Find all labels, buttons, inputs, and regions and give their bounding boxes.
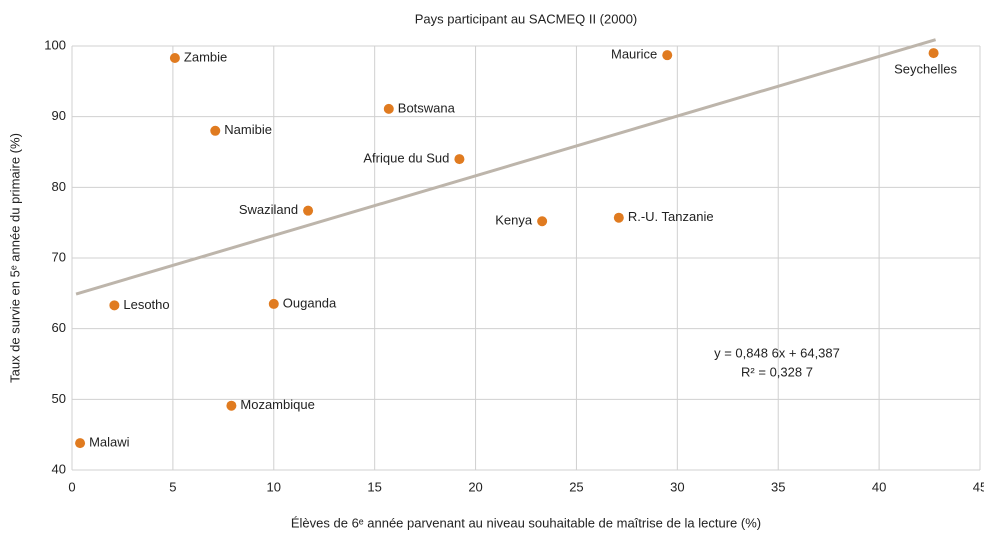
point-label: Mozambique	[240, 397, 314, 412]
point	[537, 216, 548, 227]
point	[454, 154, 465, 165]
point-label: Zambie	[184, 49, 227, 64]
x-tick-label: 5	[169, 479, 176, 494]
point-label: Kenya	[495, 213, 533, 228]
point	[210, 125, 221, 136]
x-tick-label: 40	[872, 479, 886, 494]
x-tick-label: 10	[267, 479, 281, 494]
y-tick-label: 70	[52, 249, 66, 264]
x-tick-label: 35	[771, 479, 785, 494]
point-label: Afrique du Sud	[363, 151, 449, 166]
point	[226, 400, 237, 411]
y-tick-label: 40	[52, 461, 66, 476]
point	[169, 53, 180, 64]
chart-title: Pays participant au SACMEQ II (2000)	[415, 11, 638, 26]
point-label: Namibie	[224, 122, 272, 137]
equation: R² = 0,328 7	[741, 364, 813, 379]
point	[928, 48, 939, 59]
point	[383, 103, 394, 114]
point-label: Maurice	[611, 47, 657, 62]
x-tick-label: 0	[68, 479, 75, 494]
point	[613, 212, 624, 223]
point	[303, 205, 314, 216]
point	[75, 438, 86, 449]
x-tick-label: 25	[569, 479, 583, 494]
x-tick-label: 20	[468, 479, 482, 494]
x-tick-label: 45	[973, 479, 984, 494]
y-axis-label: Taux de survie en 5ᵉ année du primaire (…	[7, 133, 22, 383]
point-label: Swaziland	[239, 202, 298, 217]
x-tick-label: 30	[670, 479, 684, 494]
point	[109, 300, 120, 311]
point-label: Lesotho	[123, 297, 169, 312]
x-axis-label: Élèves de 6ᵉ année parvenant au niveau s…	[291, 515, 761, 530]
point-label: Ouganda	[283, 295, 337, 310]
point	[662, 50, 673, 61]
y-tick-label: 90	[52, 108, 66, 123]
point-label: R.-U. Tanzanie	[628, 209, 714, 224]
equation: y = 0,848 6x + 64,387	[714, 345, 840, 360]
trendline	[75, 38, 937, 296]
y-tick-label: 60	[52, 320, 66, 335]
y-tick-label: 80	[52, 179, 66, 194]
point	[268, 298, 279, 309]
y-tick-label: 100	[44, 37, 66, 52]
point-label: Seychelles	[894, 62, 957, 77]
point-label: Malawi	[89, 435, 130, 450]
y-tick-label: 50	[52, 391, 66, 406]
x-tick-label: 15	[367, 479, 381, 494]
point-label: Botswana	[398, 100, 456, 115]
